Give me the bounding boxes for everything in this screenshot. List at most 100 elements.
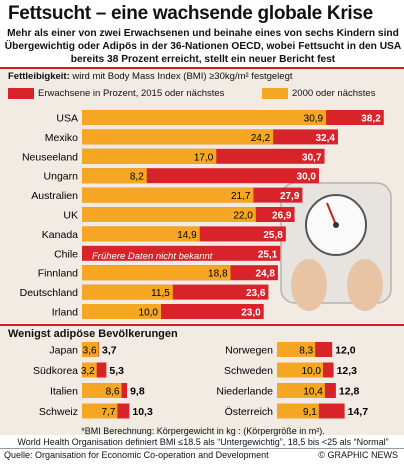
small-bar-2000-5 [277,362,323,378]
small-value-2015-4: 12,0 [335,345,356,357]
category-label-0: USA [56,113,78,125]
value-2015-0: 38,2 [361,114,381,125]
value-2015-4: 27,9 [280,191,300,202]
scale-needle [326,202,337,226]
chile-annotation: Frühere Daten nicht bekannt [92,251,213,262]
category-label-8: Finnland [38,268,78,280]
small-value-2000-3: 7,7 [102,407,116,418]
legend-label-2015: Erwachsene in Prozent, 2015 oder nächste… [38,88,225,99]
small-value-2000-1: 3,2 [81,366,95,377]
value-2015-3: 30,0 [297,172,317,183]
credit: © GRAPHIC NEWS [318,450,398,460]
small-value-2000-2: 8,6 [106,387,120,398]
small-value-2015-6: 12,8 [339,386,360,398]
small-value-2000-7: 9,1 [303,407,317,418]
main-bar-chart: USA 30,9 38,2 Mexiko 24,2 32,4 Neuseeland 17,0 3… [20,110,384,319]
small-category-label-4: Norwegen [225,345,273,357]
category-label-4: Australien [31,190,78,202]
small-value-2000-4: 8,3 [299,346,313,357]
legend-heading: Fettleibigkeit: wird mit Body Mass Index… [8,71,293,82]
value-2015-5: 26,9 [272,211,292,222]
value-2000-9: 11,5 [151,288,170,299]
value-2000-4: 21,7 [231,191,251,202]
footnote-who: World Health Organisation definiert BMI … [17,437,389,447]
small-value-2015-5: 12,3 [337,365,358,377]
small-value-2015-1: 5,3 [109,365,124,377]
bar-2000-2 [82,148,217,164]
value-2000-6: 14,9 [177,230,197,241]
legend-label-2000: 2000 oder nächstes [292,88,376,99]
middle-divider [0,324,404,326]
category-label-7: Chile [54,248,78,260]
least-obese-title: Wenigst adipöse Bevölkerungen [8,328,178,340]
least-obese-chart: Japan 3,6 3,7 Südkorea 3,2 5,3 Italien 8,6 9,8 Sc… [33,342,369,419]
small-category-label-5: Schweden [224,365,273,377]
category-label-1: Mexiko [45,132,78,144]
small-value-2015-2: 9,8 [130,386,145,398]
legend-swatch-2015 [8,88,34,99]
small-category-label-3: Schweiz [39,406,78,418]
category-label-6: Kanada [42,229,78,241]
footnote-bmi: *BMI Berechnung: Körpergewicht in kg : (… [81,426,325,436]
value-2000-5: 22,0 [233,211,253,222]
value-2000-1: 24,2 [251,133,271,144]
small-category-label-6: Niederlande [216,386,273,398]
top-divider [0,67,404,69]
subtitle: Mehr als einer von zwei Erwachsenen und … [4,28,402,65]
bar-2000-10 [82,304,161,319]
value-2000-0: 30,9 [304,114,324,125]
bar-2000-9 [82,284,173,300]
bar-2015-7 [82,245,281,261]
small-bar-2000-7 [277,403,319,419]
value-2015-1: 32,4 [315,133,335,144]
bar-2000-0 [82,110,327,125]
value-2000-3: 8,2 [130,172,144,183]
small-bar-2000-1 [82,362,97,378]
value-2015-2: 30,7 [302,152,322,163]
small-value-2015-7: 14,7 [348,406,369,418]
page-title: Fettsucht – eine wachsende globale Krise [8,3,373,24]
category-label-9: Deutschland [20,287,79,299]
value-2015-7: 25,1 [258,249,278,260]
category-label-3: Ungarn [44,171,79,183]
small-bar-2000-0 [82,342,99,357]
value-2000-10: 10,0 [139,308,159,319]
bar-2000-1 [82,129,274,145]
value-2015-10: 23,0 [241,308,261,319]
value-2000-2: 17,0 [194,152,214,163]
small-bar-2000-4 [277,342,316,357]
small-value-2015-3: 10,3 [132,406,153,418]
legend-swatch-2000 [262,88,288,99]
bar-2000-6 [82,226,200,242]
value-2015-9: 23,6 [246,288,266,299]
bottom-divider [0,448,404,449]
small-category-label-1: Südkorea [33,365,78,377]
bar-2000-4 [82,187,254,203]
category-label-10: Irland [52,307,78,319]
legend-heading-bold: Fettleibigkeit: [8,71,70,82]
value-2015-8: 24,8 [255,269,275,280]
legend-heading-rest: wird mit Body Mass Index (BMI) ≥30kg/m² … [72,71,293,82]
bar-2000-5 [82,207,256,222]
category-label-5: UK [63,210,78,222]
value-2015-6: 25,8 [263,230,283,241]
small-value-2000-5: 10,0 [302,366,322,377]
small-value-2000-0: 3,6 [83,346,97,357]
small-bar-2000-2 [82,383,122,398]
small-category-label-7: Österreich [225,406,274,418]
small-category-label-2: Italien [50,386,78,398]
value-2000-8: 18,8 [208,269,228,280]
small-value-2015-0: 3,7 [102,345,117,357]
small-value-2000-6: 10,4 [303,387,323,398]
small-bar-2000-6 [277,383,325,398]
bar-2000-8 [82,265,231,281]
scale-hub [333,222,339,228]
bar-2000-3 [82,168,147,184]
small-category-label-0: Japan [49,345,78,357]
small-bar-2000-3 [82,403,118,419]
left-foot [291,259,327,311]
right-foot [347,259,383,311]
scale-illustration [280,182,392,311]
source-note: Quelle: Organisation for Economic Co-ope… [4,450,269,460]
